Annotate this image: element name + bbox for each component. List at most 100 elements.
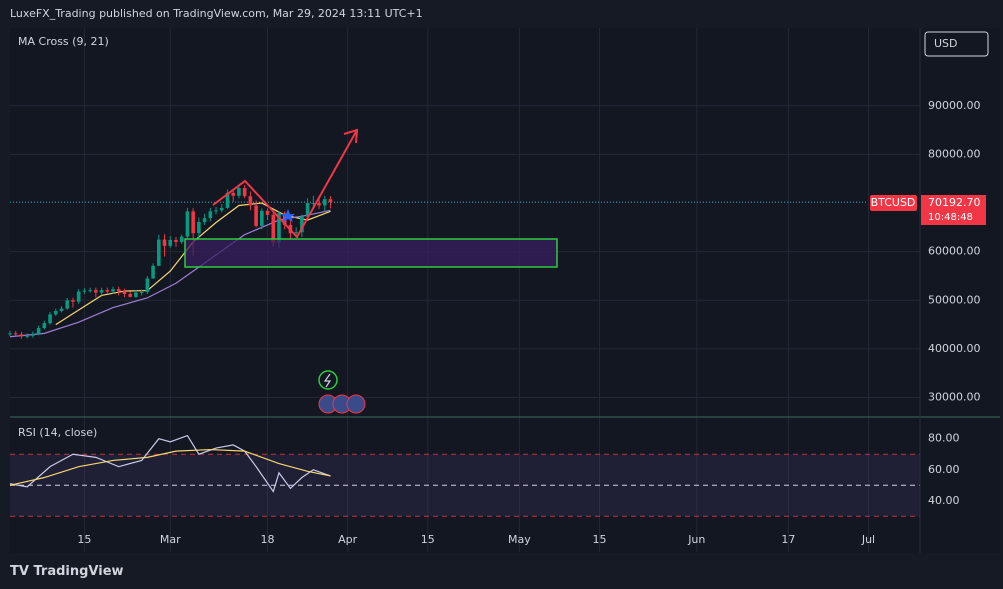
y-tick-label: 30000.00 — [928, 391, 981, 404]
candle-body — [317, 203, 321, 206]
candle-body — [99, 290, 104, 293]
candle-body — [305, 203, 310, 217]
candle-body — [76, 291, 81, 302]
candle-body — [322, 199, 327, 206]
x-tick-label: 18 — [261, 533, 275, 546]
marks — [8, 184, 920, 517]
candle-body — [191, 211, 195, 234]
x-tick-label: Jul — [861, 533, 875, 546]
x-tick-label: Apr — [338, 533, 358, 546]
candle-body — [116, 289, 121, 292]
candle-body — [25, 335, 29, 337]
candle-body — [277, 213, 281, 243]
x-tick-label: May — [508, 533, 531, 546]
candle-body — [157, 239, 161, 266]
candle-body — [139, 292, 144, 294]
candle-body — [328, 199, 333, 203]
y-tick-label: 40.00 — [928, 494, 960, 507]
candle-body — [134, 292, 138, 297]
grid: 15 Mar 18 Apr 15 May 15 Jun 17 Jul 90000.00 80000.0… — [10, 28, 981, 552]
candle-body — [231, 192, 236, 196]
candle-body — [122, 291, 127, 294]
y-tick-label: 40000.00 — [928, 342, 981, 355]
star-marker — [281, 209, 295, 222]
candle-body — [300, 216, 304, 233]
x-tick-label: Mar — [160, 533, 181, 546]
demand-zone — [184, 238, 558, 268]
candle-body — [145, 278, 150, 293]
flag-icon[interactable] — [346, 394, 366, 414]
candle-body — [53, 310, 58, 315]
logo-mark: 𝗧𝗩 — [10, 564, 33, 579]
candle-body — [8, 333, 12, 335]
price-tag — [921, 195, 986, 225]
candle-body — [197, 222, 201, 234]
candle-body — [219, 207, 224, 211]
x-tick-label: Jun — [687, 533, 705, 546]
candle-body — [208, 211, 213, 219]
candle-body — [271, 214, 276, 243]
projection-arrow — [212, 129, 358, 239]
logo-text: TradingView — [33, 564, 123, 579]
rsi-line — [9, 448, 331, 486]
candle-body — [265, 210, 270, 215]
candle-body — [254, 205, 258, 226]
y-tick-label: 80.00 — [928, 432, 960, 445]
candle-body — [88, 290, 92, 292]
chart-area — [10, 28, 1000, 553]
candle-body — [214, 210, 218, 212]
arrow-head — [343, 128, 359, 144]
candle-body — [36, 328, 41, 334]
candle-body — [179, 236, 184, 242]
candle-body — [225, 192, 230, 208]
candle-body — [174, 240, 178, 242]
event-bolt — [323, 373, 332, 388]
candle-body — [82, 290, 87, 292]
y-tick-label: 60.00 — [928, 463, 960, 476]
candle-body — [65, 300, 70, 309]
candle-body — [19, 334, 24, 337]
candle-body — [202, 218, 207, 223]
candle-body — [42, 323, 47, 329]
last-price: 70192.70 — [928, 196, 981, 209]
candle-body — [94, 290, 98, 293]
event-icon[interactable] — [318, 370, 338, 390]
y-tick-label: 50000.00 — [928, 293, 981, 306]
logo: 𝗧𝗩 TradingView — [10, 564, 124, 579]
publish-header: LuxeFX_Trading published on TradingView.… — [10, 7, 423, 20]
rsi-line — [9, 434, 331, 493]
candle-body — [111, 289, 115, 292]
candle-body — [151, 265, 155, 279]
y-tick-label: 60000.00 — [928, 245, 981, 258]
candle-body — [248, 196, 253, 206]
countdown: 10:48:48 — [928, 212, 973, 223]
currency-button[interactable] — [924, 31, 989, 57]
x-tick-label: 15 — [592, 533, 606, 546]
candle-body — [185, 211, 190, 237]
candle-body — [260, 210, 264, 226]
candle-body — [237, 187, 241, 196]
x-tick-label: 15 — [77, 533, 91, 546]
candle-body — [128, 293, 132, 297]
y-tick-label: 80000.00 — [928, 147, 981, 160]
candle-body — [13, 333, 18, 335]
candle-body — [168, 240, 173, 246]
y-tick-label: 90000.00 — [928, 99, 981, 112]
currency[interactable]: USD — [934, 37, 958, 50]
candle-body — [71, 300, 75, 302]
x-tick-label: 15 — [421, 533, 435, 546]
candle-body — [294, 232, 298, 234]
candle-body — [105, 290, 110, 292]
candle-body — [162, 239, 167, 246]
candle-body — [48, 314, 52, 324]
symbol-tag — [870, 195, 917, 211]
candle-body — [311, 203, 316, 205]
x-tick-label: 17 — [781, 533, 795, 546]
indicator-title: RSI (14, close) — [18, 426, 97, 439]
indicator-title: MA Cross (9, 21) — [18, 35, 109, 48]
candle-body — [242, 187, 247, 197]
symbol: BTCUSD — [871, 196, 916, 209]
candle-body — [31, 333, 35, 336]
candle-body — [59, 308, 64, 311]
